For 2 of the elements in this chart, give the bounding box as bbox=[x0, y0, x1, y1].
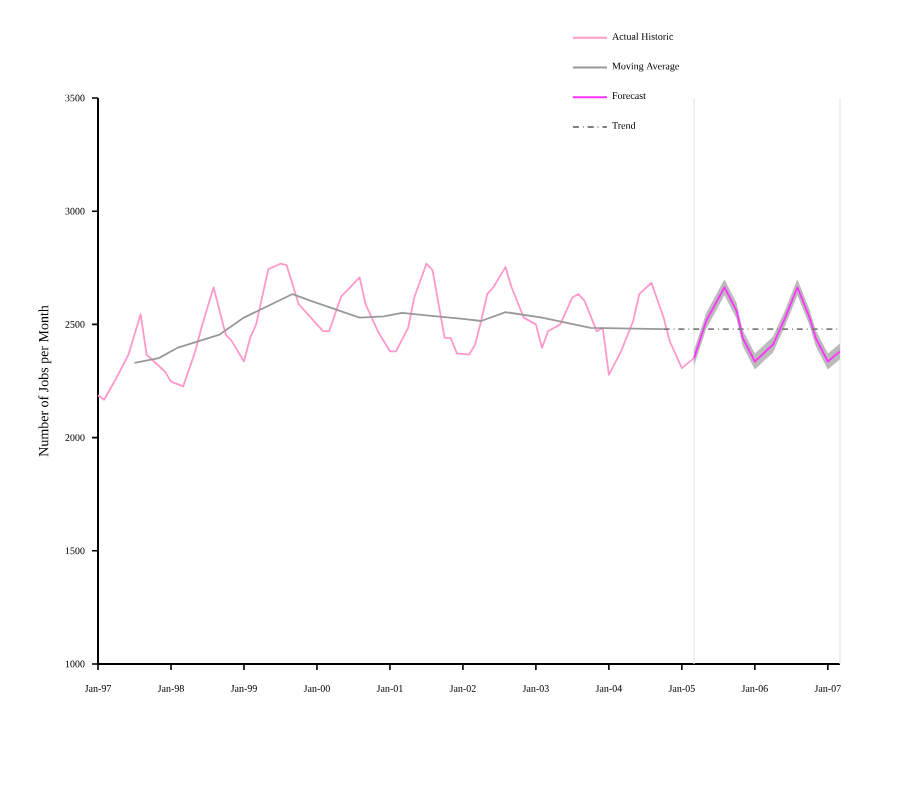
line-series bbox=[133, 293, 665, 364]
line-series bbox=[97, 262, 695, 401]
